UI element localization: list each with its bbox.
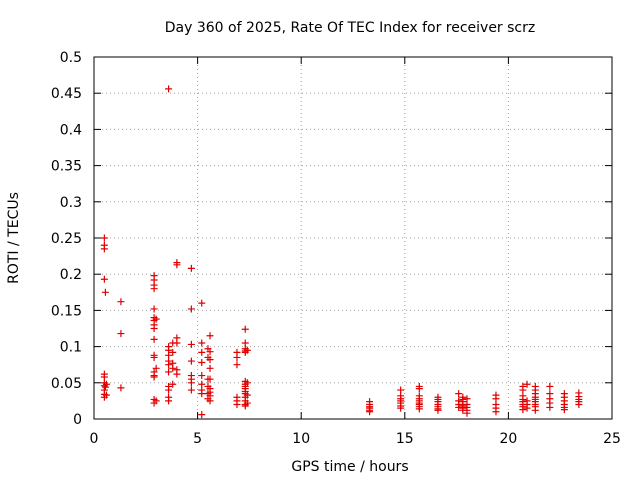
y-tick-label: 0.05: [51, 376, 82, 392]
data-point: [173, 339, 181, 347]
data-point: [206, 356, 214, 364]
y-tick-label: 0.1: [60, 340, 82, 356]
plot-frame: [93, 56, 613, 420]
data-point: [198, 411, 206, 419]
x-axis-label: GPS time / hours: [291, 459, 408, 475]
data-point: [455, 390, 463, 398]
data-point: [523, 404, 531, 412]
data-point: [187, 340, 195, 348]
data-point: [152, 364, 160, 372]
data-point: [575, 401, 583, 409]
x-axis-tick-labels: 0 5 10 15 20 25: [90, 431, 621, 447]
data-point: [169, 348, 177, 356]
data-point: [152, 397, 160, 405]
data-point: [519, 406, 527, 414]
y-tick-label: 0.5: [60, 50, 82, 66]
data-point: [101, 288, 109, 296]
data-point: [366, 408, 374, 416]
x-tick-label: 5: [193, 431, 202, 447]
data-point: [173, 370, 181, 378]
y-axis-label: ROTI / TECUs: [6, 192, 22, 284]
data-point: [165, 397, 173, 405]
data-point: [117, 384, 125, 392]
data-point: [100, 275, 108, 283]
data-point: [233, 361, 241, 369]
data-point: [187, 264, 195, 272]
data-point: [187, 386, 195, 394]
data-point: [463, 409, 471, 417]
x-tick-label: 25: [603, 431, 621, 447]
y-tick-label: 0.4: [60, 122, 82, 138]
data-point: [173, 261, 181, 269]
data-point: [206, 364, 214, 372]
chart-title: Day 360 of 2025, Rate Of TEC Index for r…: [165, 20, 535, 36]
y-axis-tick-labels: 0 0.05 0.1 0.15 0.2 0.25 0.3 0.35 0.4 0.45 0.5: [51, 50, 82, 428]
data-point: [165, 386, 173, 394]
data-point: [198, 359, 206, 367]
y-tick-label: 0.2: [60, 267, 82, 283]
data-point: [150, 373, 158, 381]
data-point: [415, 405, 423, 413]
y-tick-label: 0.35: [51, 159, 82, 175]
data-point: [102, 380, 110, 388]
y-tick-label: 0.3: [60, 195, 82, 211]
x-tick-label: 0: [90, 431, 99, 447]
data-point: [243, 399, 251, 407]
data-point: [117, 330, 125, 338]
data-point: [206, 397, 214, 405]
data-point: [415, 385, 423, 393]
data-point: [233, 401, 241, 409]
data-point: [434, 406, 442, 414]
data-point: [150, 325, 158, 332]
data-point: [233, 353, 241, 361]
data-point: [560, 406, 568, 414]
data-point: [100, 234, 108, 242]
data-point: [100, 245, 108, 253]
data-point: [243, 391, 251, 399]
y-tick-label: 0: [73, 412, 82, 428]
data-point: [206, 332, 214, 340]
data-point: [150, 335, 158, 343]
data-point: [187, 357, 195, 365]
data-point: [241, 325, 249, 333]
data-point: [117, 298, 125, 306]
data-point: [198, 299, 206, 307]
data-point: [165, 361, 173, 369]
data-point: [152, 315, 160, 323]
data-point: [198, 348, 206, 356]
data-point: [150, 353, 158, 361]
data-point: [492, 408, 500, 416]
data-point: [165, 85, 173, 93]
data-point: [187, 379, 195, 387]
data-point: [198, 372, 206, 380]
data-point: [243, 346, 251, 354]
y-tick-label: 0.45: [51, 86, 82, 102]
data-point: [206, 348, 214, 356]
data-point: [169, 380, 177, 388]
data-point: [206, 375, 214, 383]
data-point: [546, 403, 554, 411]
data-point: [198, 339, 206, 347]
data-point: [169, 364, 177, 372]
y-tick-label: 0.25: [51, 231, 82, 247]
data-point: [150, 305, 158, 313]
grid-lines: [94, 57, 612, 419]
data-point: [198, 390, 206, 398]
data-point: [455, 403, 463, 411]
data-points: [100, 85, 583, 419]
x-tick-label: 15: [396, 431, 414, 447]
data-point: [243, 379, 251, 387]
x-tick-label: 10: [292, 431, 310, 447]
x-tick-label: 20: [499, 431, 517, 447]
data-point: [187, 305, 195, 313]
data-point: [523, 380, 531, 388]
data-point: [397, 404, 405, 412]
data-point: [531, 406, 539, 414]
y-tick-label: 0.15: [51, 303, 82, 319]
data-point: [165, 368, 173, 376]
data-point: [102, 391, 110, 399]
data-point: [546, 382, 554, 390]
data-point: [150, 285, 158, 293]
